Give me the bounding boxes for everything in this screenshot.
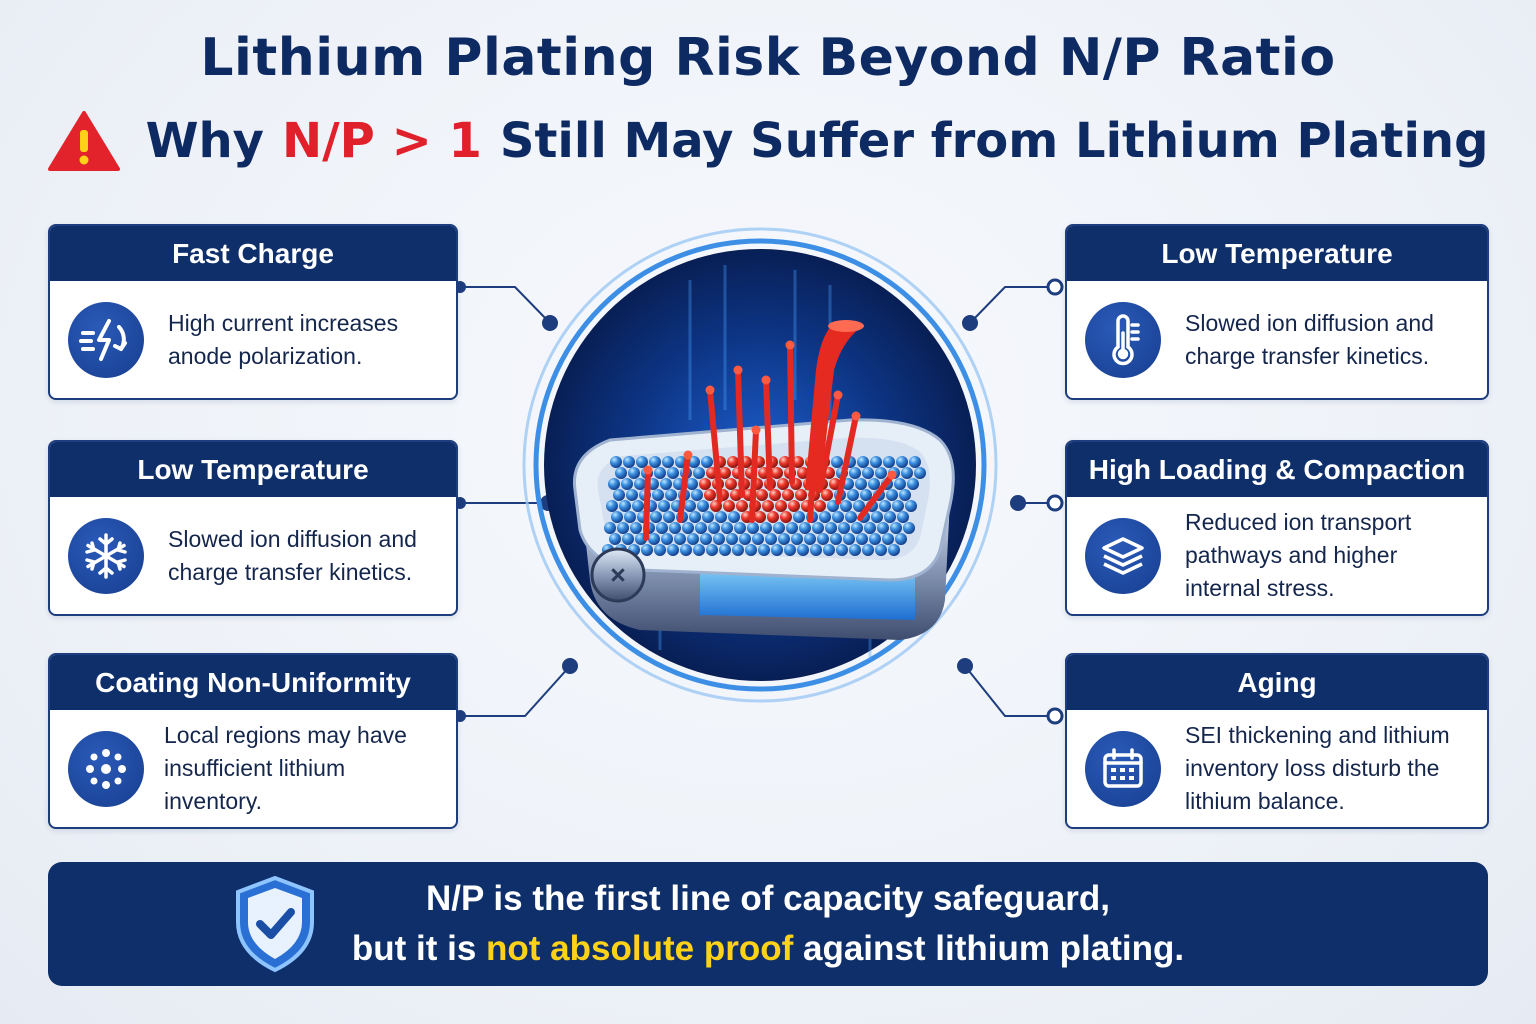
footer-highlight: not absolute proof [486, 929, 794, 968]
card-description: SEI thickening and lithium inventory los… [1185, 722, 1450, 814]
battery-illustration [520, 220, 1000, 720]
card-title: Coating Non-Uniformity [50, 655, 456, 710]
warning-triangle-icon [47, 111, 120, 171]
card-high-loading-compaction: High Loading & Compaction Reduced ion tr… [1065, 440, 1489, 616]
footer-banner: N/P is the first line of capacity safegu… [48, 862, 1488, 986]
subtitle-prefix: Why [145, 113, 264, 169]
card-coating-non-uniformity: Coating Non-Uniformity Local regions may… [48, 653, 458, 829]
subtitle-suffix: Still May Suffer from Lithium Plating [499, 113, 1489, 169]
card-low-temperature-left: Low Temperature Slowed ion diffusion and… [48, 440, 458, 616]
footer-line-2: but it is not absolute proof against lit… [48, 924, 1488, 974]
card-title: High Loading & Compaction [1067, 442, 1487, 497]
layers-icon [1085, 517, 1161, 594]
snowflake-icon [68, 517, 144, 594]
card-aging: Aging SEI thickening and lithium invento… [1065, 653, 1489, 829]
card-title: Low Temperature [50, 442, 456, 497]
card-title: Low Temperature [1067, 226, 1487, 281]
shield-check-icon [236, 875, 314, 973]
footer-message: N/P is the first line of capacity safegu… [48, 874, 1488, 974]
card-low-temperature-right: Low Temperature Slowed ion diffusion and… [1065, 224, 1489, 400]
dots-icon [68, 730, 144, 807]
thermometer-icon [1085, 301, 1161, 378]
footer-line-2-suffix: against lithium plating. [802, 929, 1185, 968]
page-title: Lithium Plating Risk Beyond N/P Ratio [200, 28, 1336, 88]
fast-charge-icon [68, 301, 144, 378]
card-title: Fast Charge [50, 226, 456, 281]
card-description: Local regions may have insufficient lith… [164, 722, 407, 814]
card-fast-charge: Fast Charge High current increases anode… [48, 224, 458, 400]
card-description: High current increases anode polarizatio… [168, 309, 399, 369]
card-description: Slowed ion diffusion and charge transfer… [168, 525, 417, 585]
footer-line-1: N/P is the first line of capacity safegu… [425, 879, 1110, 918]
calendar-icon [1085, 730, 1161, 807]
footer-line-2-prefix: but it is [351, 929, 477, 968]
page-subtitle: Why N/P > 1 Still May Suffer from Lithiu… [0, 110, 1536, 172]
subtitle-highlight: N/P > 1 [281, 113, 482, 169]
card-description: Reduced ion transport pathways and highe… [1185, 509, 1412, 601]
card-description: Slowed ion diffusion and charge transfer… [1185, 309, 1434, 369]
card-title: Aging [1067, 655, 1487, 710]
